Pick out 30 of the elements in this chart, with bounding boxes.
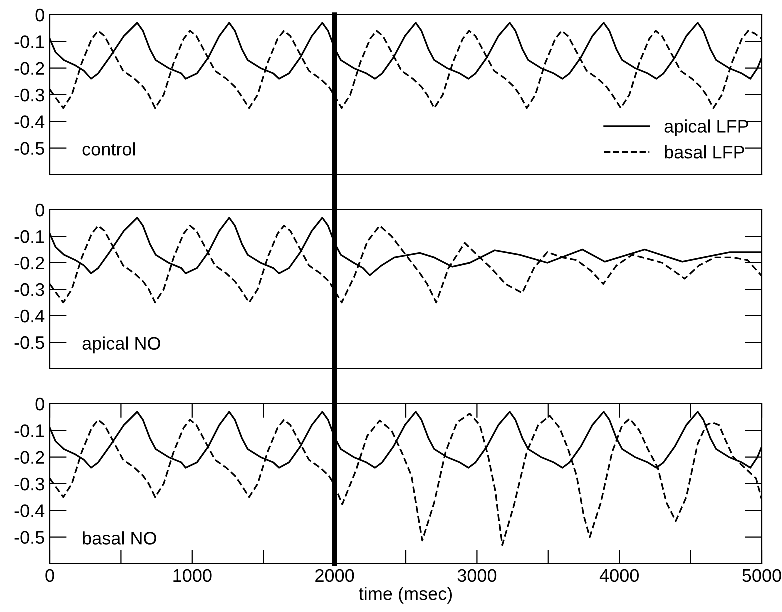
y-tick-label: -0.3 [14,88,44,102]
annotation: apical NO [82,336,160,354]
y-tick-label: 0 [36,8,44,22]
x-tick-label: 4000 [600,569,639,582]
y-tick-label: -0.2 [14,451,44,464]
y-tick-label: -0.5 [14,336,44,350]
y-tick-label: -0.4 [14,310,45,323]
y-tick-label: -0.1 [14,424,44,438]
y-tick-label: -0.2 [14,256,44,270]
x-tick-label: 3000 [458,569,497,582]
x-tick-label: 1000 [174,569,212,582]
y-tick-label: -0.4 [14,116,45,128]
x-tick-label: 0 [46,569,54,582]
y-tick-label: 0 [36,204,44,217]
y-tick-label: -0.5 [14,531,44,544]
legend-label: basal LFP [665,146,744,159]
y-tick-label: -0.5 [14,142,44,156]
legend-label: apical LFP [664,120,748,136]
y-tick-label: -0.3 [14,283,44,296]
y-tick-label: -0.4 [14,504,45,518]
y-tick-label: -0.3 [14,478,44,491]
x-tick-label: 2000 [316,569,354,582]
y-tick-label: 0 [36,398,44,411]
x-axis-title: time (msec) [359,587,452,604]
x-tick-label: 5000 [742,569,782,582]
y-tick-label: -0.1 [14,230,44,244]
annotation: control [82,142,136,156]
y-tick-label: -0.1 [14,36,44,48]
y-tick-label: -0.2 [14,62,44,76]
annotation: basal NO [83,532,156,545]
